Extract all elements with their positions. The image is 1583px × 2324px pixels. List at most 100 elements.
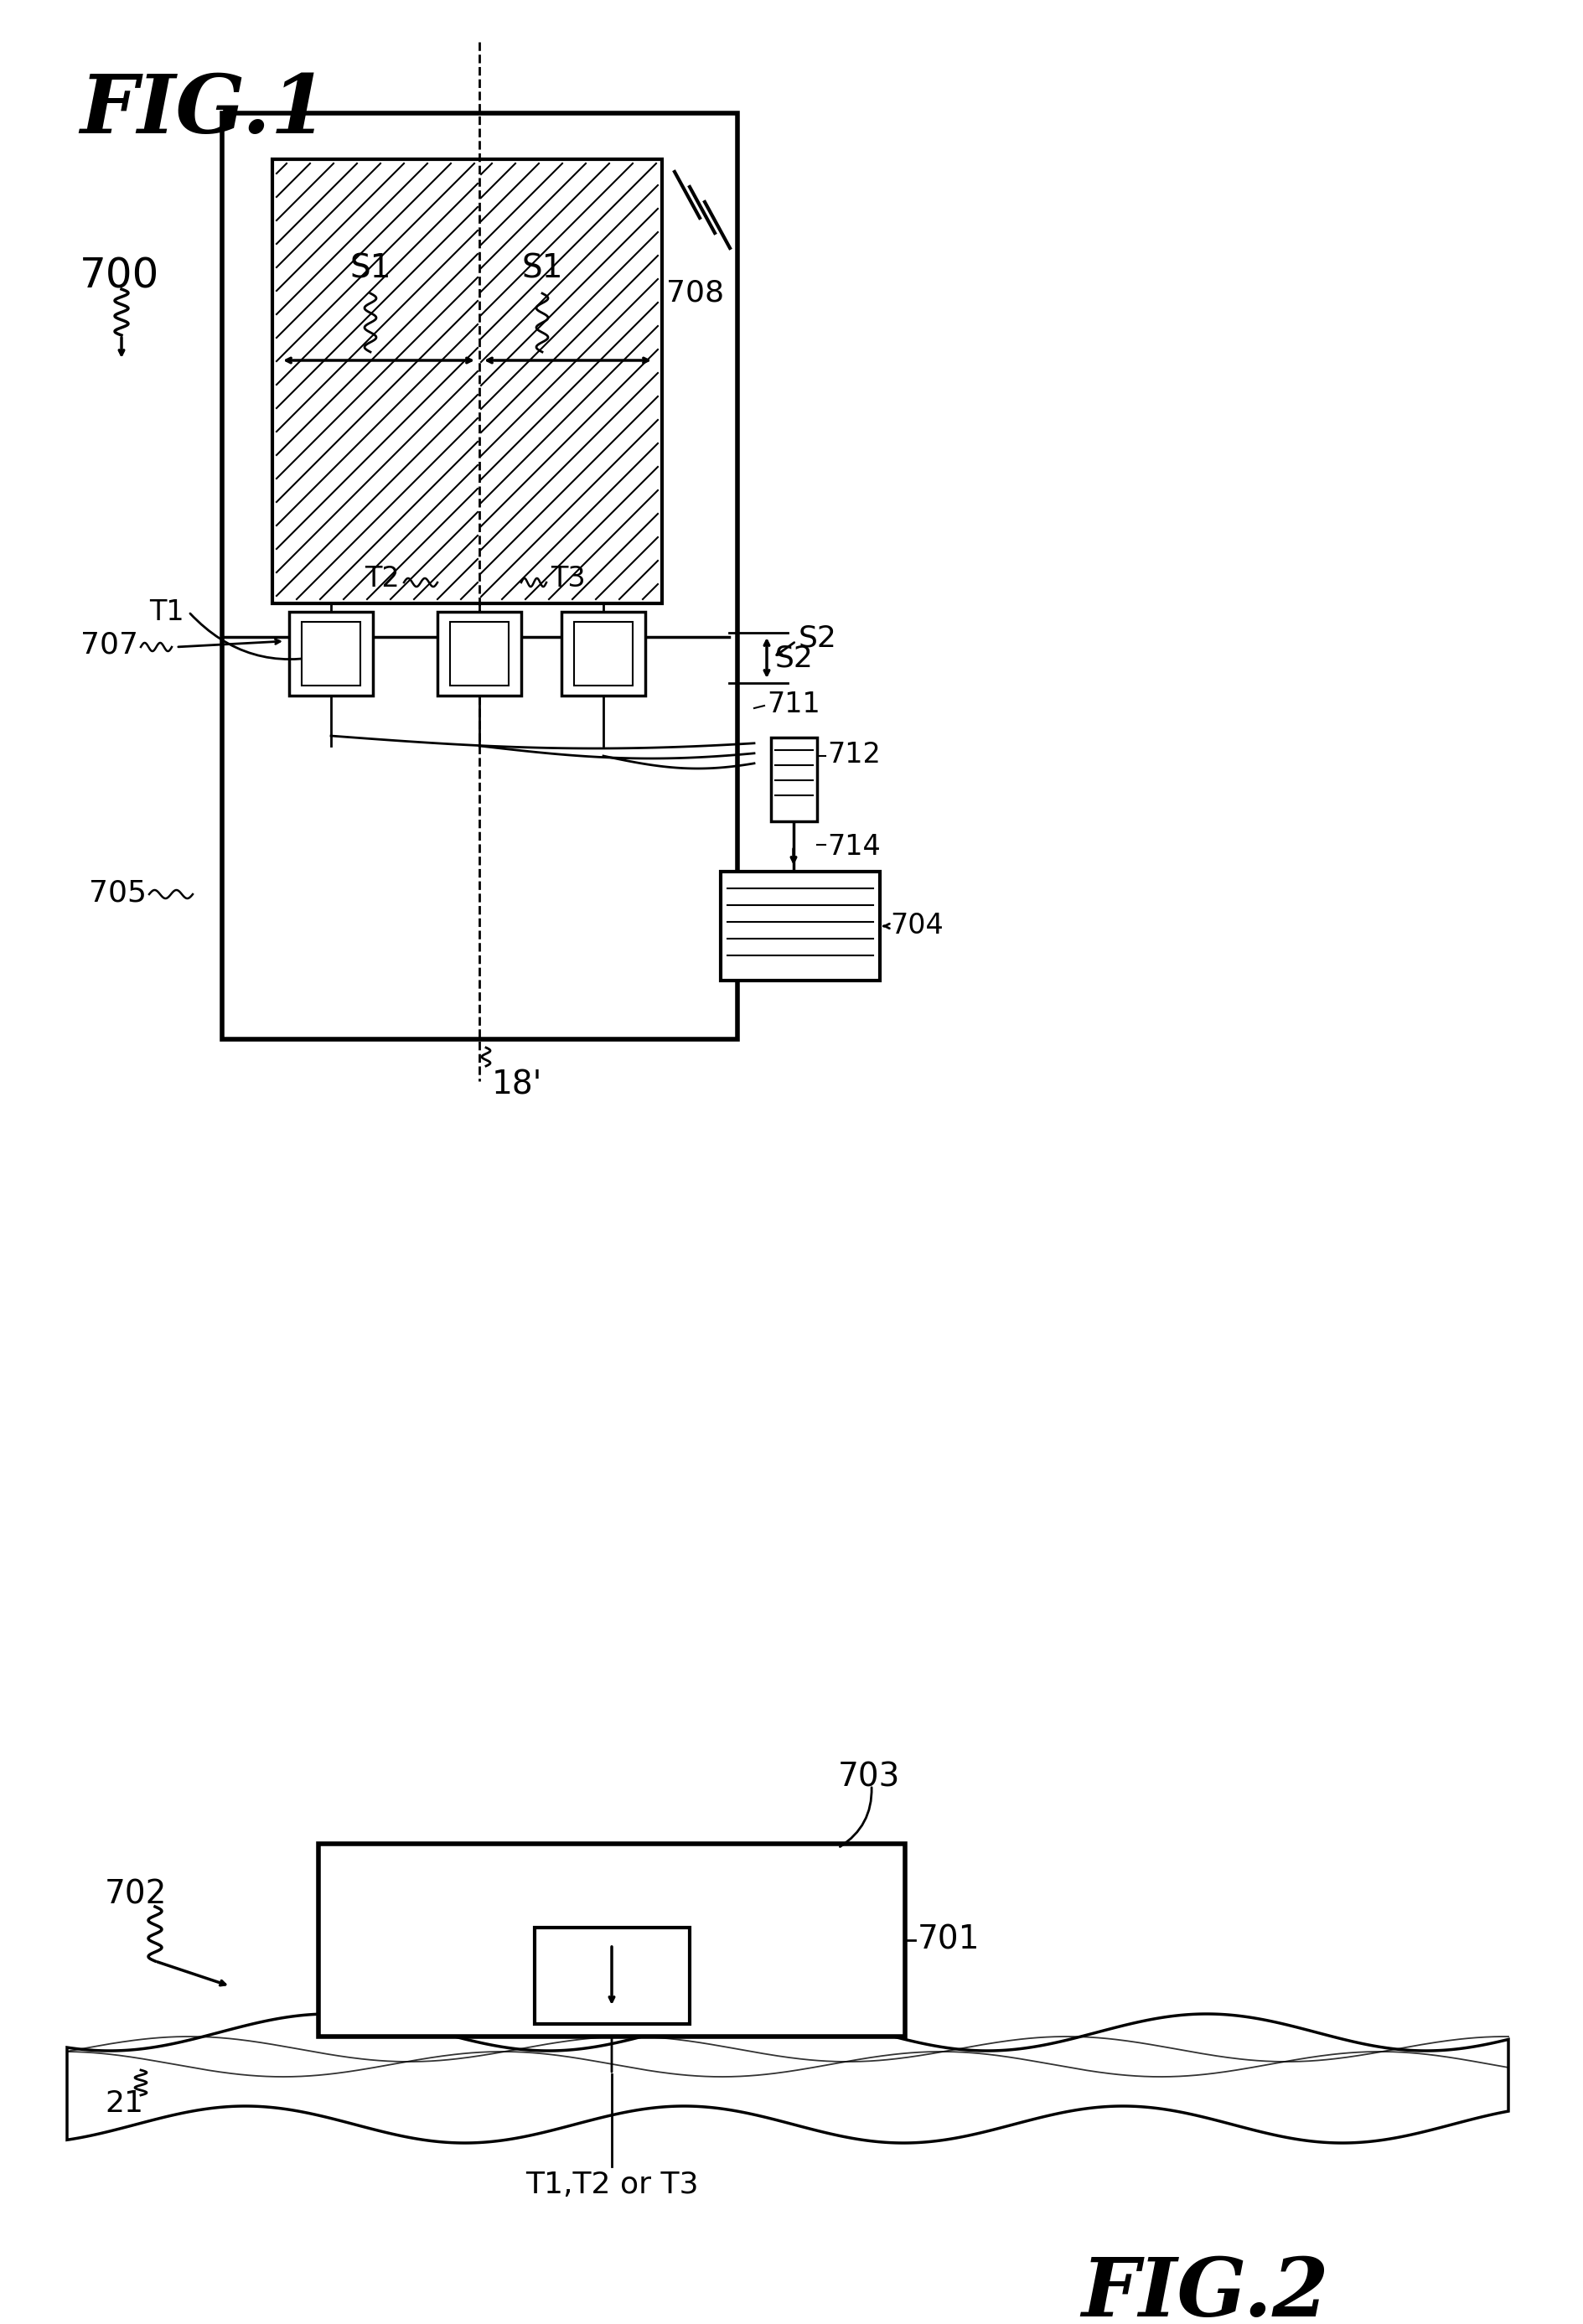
Point	[488, 816, 513, 853]
Point	[317, 955, 342, 992]
Point	[283, 837, 309, 874]
Point	[364, 881, 389, 918]
Point	[290, 1013, 315, 1050]
Point	[285, 988, 310, 1025]
Point	[662, 851, 687, 888]
Point	[690, 983, 716, 1020]
Point	[396, 927, 421, 964]
Point	[565, 918, 590, 955]
Point	[541, 704, 567, 741]
Point	[423, 704, 448, 741]
Point	[508, 897, 533, 934]
Text: 21: 21	[104, 2089, 144, 2117]
Point	[350, 713, 375, 751]
Point	[583, 830, 608, 867]
Point	[571, 720, 597, 758]
Point	[570, 702, 595, 739]
Point	[247, 711, 272, 748]
Point	[304, 927, 329, 964]
Point	[636, 874, 662, 911]
Point	[234, 813, 260, 851]
Point	[461, 753, 486, 790]
Point	[621, 1009, 646, 1046]
Point	[480, 1016, 505, 1053]
Point	[560, 844, 586, 881]
Point	[217, 790, 242, 827]
Point	[419, 865, 445, 902]
Point	[594, 709, 619, 746]
Point	[594, 746, 619, 783]
Point	[242, 974, 268, 1011]
Point	[386, 695, 412, 732]
Point	[594, 992, 619, 1030]
Point	[378, 711, 404, 748]
Point	[473, 904, 499, 941]
Point	[340, 909, 366, 946]
Point	[217, 765, 242, 802]
Point	[389, 765, 415, 802]
Point	[279, 974, 304, 1011]
Point	[331, 746, 356, 783]
Point	[359, 753, 385, 790]
Point	[391, 904, 416, 941]
Point	[363, 858, 388, 895]
Point	[249, 957, 274, 995]
Point	[367, 953, 393, 990]
Point	[543, 774, 568, 811]
Point	[666, 974, 692, 1011]
Point	[578, 883, 603, 920]
Point	[643, 783, 668, 820]
Point	[546, 881, 571, 918]
Point	[514, 1006, 540, 1043]
Point	[250, 711, 275, 748]
Point	[249, 971, 274, 1009]
Point	[690, 976, 716, 1013]
Point	[611, 923, 636, 960]
Point	[429, 823, 454, 860]
Point	[220, 811, 245, 848]
Point	[640, 962, 665, 999]
Point	[630, 718, 655, 755]
Point	[383, 878, 408, 916]
Point	[275, 899, 301, 937]
Point	[355, 760, 380, 797]
Point	[511, 957, 537, 995]
Point	[393, 751, 418, 788]
Point	[434, 876, 459, 913]
Point	[654, 695, 679, 732]
Text: FIG.2: FIG.2	[1081, 2254, 1328, 2324]
Point	[462, 897, 488, 934]
Point	[340, 1011, 366, 1048]
Point	[647, 960, 673, 997]
Point	[597, 906, 622, 944]
Point	[488, 939, 513, 976]
Point	[385, 904, 410, 941]
Point	[533, 818, 559, 855]
Point	[394, 744, 419, 781]
Point	[326, 690, 351, 727]
Point	[419, 930, 445, 967]
Point	[369, 779, 394, 816]
Point	[567, 927, 592, 964]
Point	[543, 776, 568, 813]
Point	[497, 844, 522, 881]
Point	[609, 932, 635, 969]
Point	[294, 1009, 320, 1046]
Point	[437, 955, 462, 992]
Point	[404, 690, 429, 727]
Point	[687, 862, 712, 899]
Point	[426, 909, 451, 946]
Point	[527, 999, 552, 1037]
Point	[633, 839, 659, 876]
Point	[522, 988, 548, 1025]
Point	[507, 897, 532, 934]
Point	[426, 709, 451, 746]
Point	[540, 957, 565, 995]
Point	[418, 748, 443, 786]
Point	[383, 981, 408, 1018]
Point	[502, 883, 527, 920]
Point	[282, 739, 307, 776]
Point	[353, 999, 378, 1037]
Point	[556, 1006, 581, 1043]
Point	[310, 851, 336, 888]
